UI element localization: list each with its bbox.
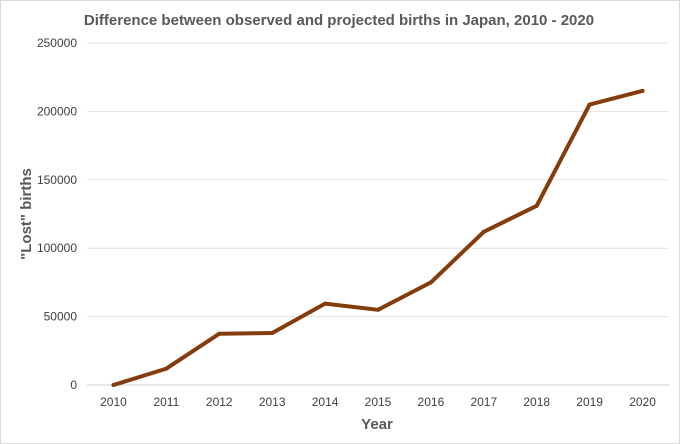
y-tick-label: 100000	[37, 241, 77, 255]
y-tick-label: 50000	[44, 310, 78, 324]
x-tick-label: 2015	[365, 395, 392, 409]
y-axis-label: "Lost" births	[18, 168, 35, 260]
data-point	[428, 280, 433, 285]
series-line	[111, 88, 645, 387]
x-tick-label: 2011	[153, 395, 179, 409]
y-tick-label: 150000	[37, 173, 77, 187]
y-tick-label: 0	[70, 378, 77, 392]
y-axis-ticks: 0 50000 100000 150000 200000 250000	[37, 36, 77, 392]
x-axis-ticks: 2010 2011 2012 2013 2014 2015 2016 2017 2018 2019…	[100, 395, 656, 409]
x-tick-label: 2017	[470, 395, 497, 409]
series-layer	[111, 88, 645, 387]
data-point	[323, 301, 328, 306]
data-point	[481, 229, 486, 234]
data-point	[270, 331, 275, 336]
data-point	[640, 88, 645, 93]
x-tick-label: 2012	[206, 395, 233, 409]
data-point	[217, 331, 222, 336]
x-tick-label: 2019	[576, 395, 603, 409]
data-point	[164, 366, 169, 371]
x-tick-label: 2020	[629, 395, 656, 409]
gridlines	[87, 42, 669, 386]
data-point	[587, 102, 592, 107]
y-tick-label: 200000	[37, 104, 77, 118]
x-tick-label: 2018	[523, 395, 550, 409]
data-point	[111, 383, 116, 387]
x-tick-label: 2013	[259, 395, 286, 409]
y-tick-label: 250000	[37, 36, 77, 50]
x-tick-label: 2010	[100, 395, 127, 409]
data-point	[534, 203, 539, 208]
data-point	[376, 307, 380, 312]
x-tick-label: 2014	[312, 395, 339, 409]
x-tick-label: 2016	[418, 395, 445, 409]
x-axis-label: Year	[361, 416, 393, 433]
chart-title: Difference between observed and projecte…	[84, 12, 594, 29]
